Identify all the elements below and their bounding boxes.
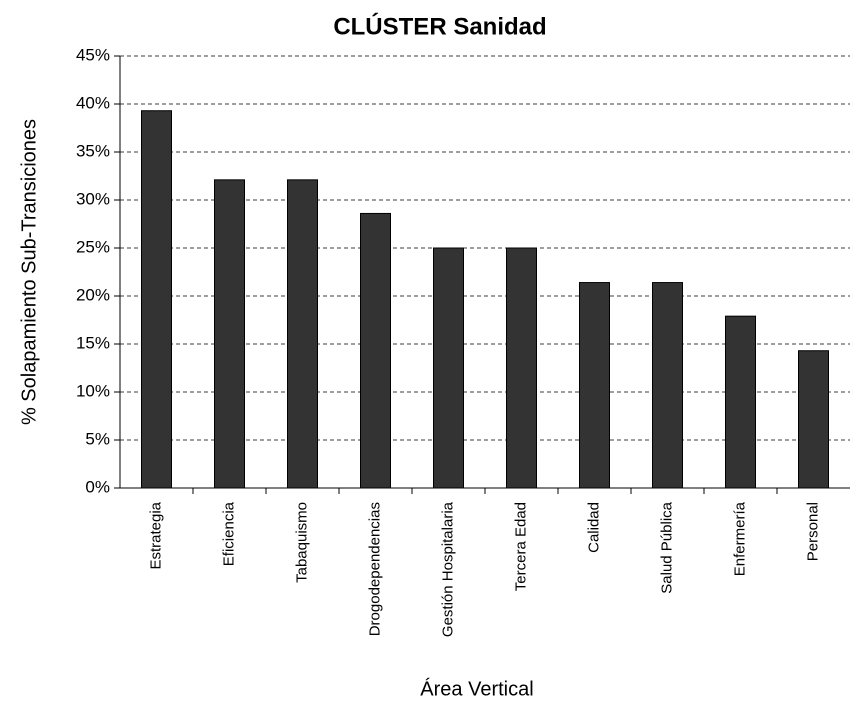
y-tick-label: 10% — [76, 381, 110, 400]
bar — [798, 350, 829, 489]
y-tick-label: 40% — [76, 93, 110, 112]
bar — [214, 179, 245, 489]
x-tick-label: Enfermería — [731, 501, 748, 576]
y-tick-label: 25% — [76, 237, 110, 256]
x-tick-label: Gestión Hospitalaria — [439, 501, 456, 637]
bar — [360, 212, 391, 489]
y-tick-label: 15% — [76, 333, 110, 352]
bar — [506, 247, 537, 489]
bar — [141, 110, 172, 489]
x-tick-label: Tercera Edad — [512, 502, 529, 591]
x-tick-label: Tabaquismo — [293, 502, 310, 583]
y-tick-label: 30% — [76, 189, 110, 208]
x-axis-label: Área Vertical — [420, 677, 533, 700]
bar — [433, 247, 464, 489]
x-tick-label: Personal — [804, 502, 821, 561]
x-tick-label: Calidad — [585, 502, 602, 553]
x-tick-label: Drogodependencias — [366, 502, 383, 636]
bar — [287, 179, 318, 489]
y-tick-label: 5% — [85, 429, 110, 448]
chart-title: CLÚSTER Sanidad — [333, 12, 546, 40]
x-tick-label: Estrategia — [147, 501, 164, 569]
x-tick-label: Eficiencia — [220, 501, 237, 566]
y-tick-label: 35% — [76, 141, 110, 160]
y-tick-label: 45% — [76, 45, 110, 64]
x-tick-label: Salud Pública — [658, 501, 675, 593]
bar — [652, 282, 683, 489]
y-tick-label: 0% — [85, 477, 110, 496]
bar — [725, 315, 756, 489]
y-axis-label: % Solapamiento Sub-Transiciones — [18, 119, 40, 425]
bar — [579, 282, 610, 489]
y-tick-label: 20% — [76, 285, 110, 304]
